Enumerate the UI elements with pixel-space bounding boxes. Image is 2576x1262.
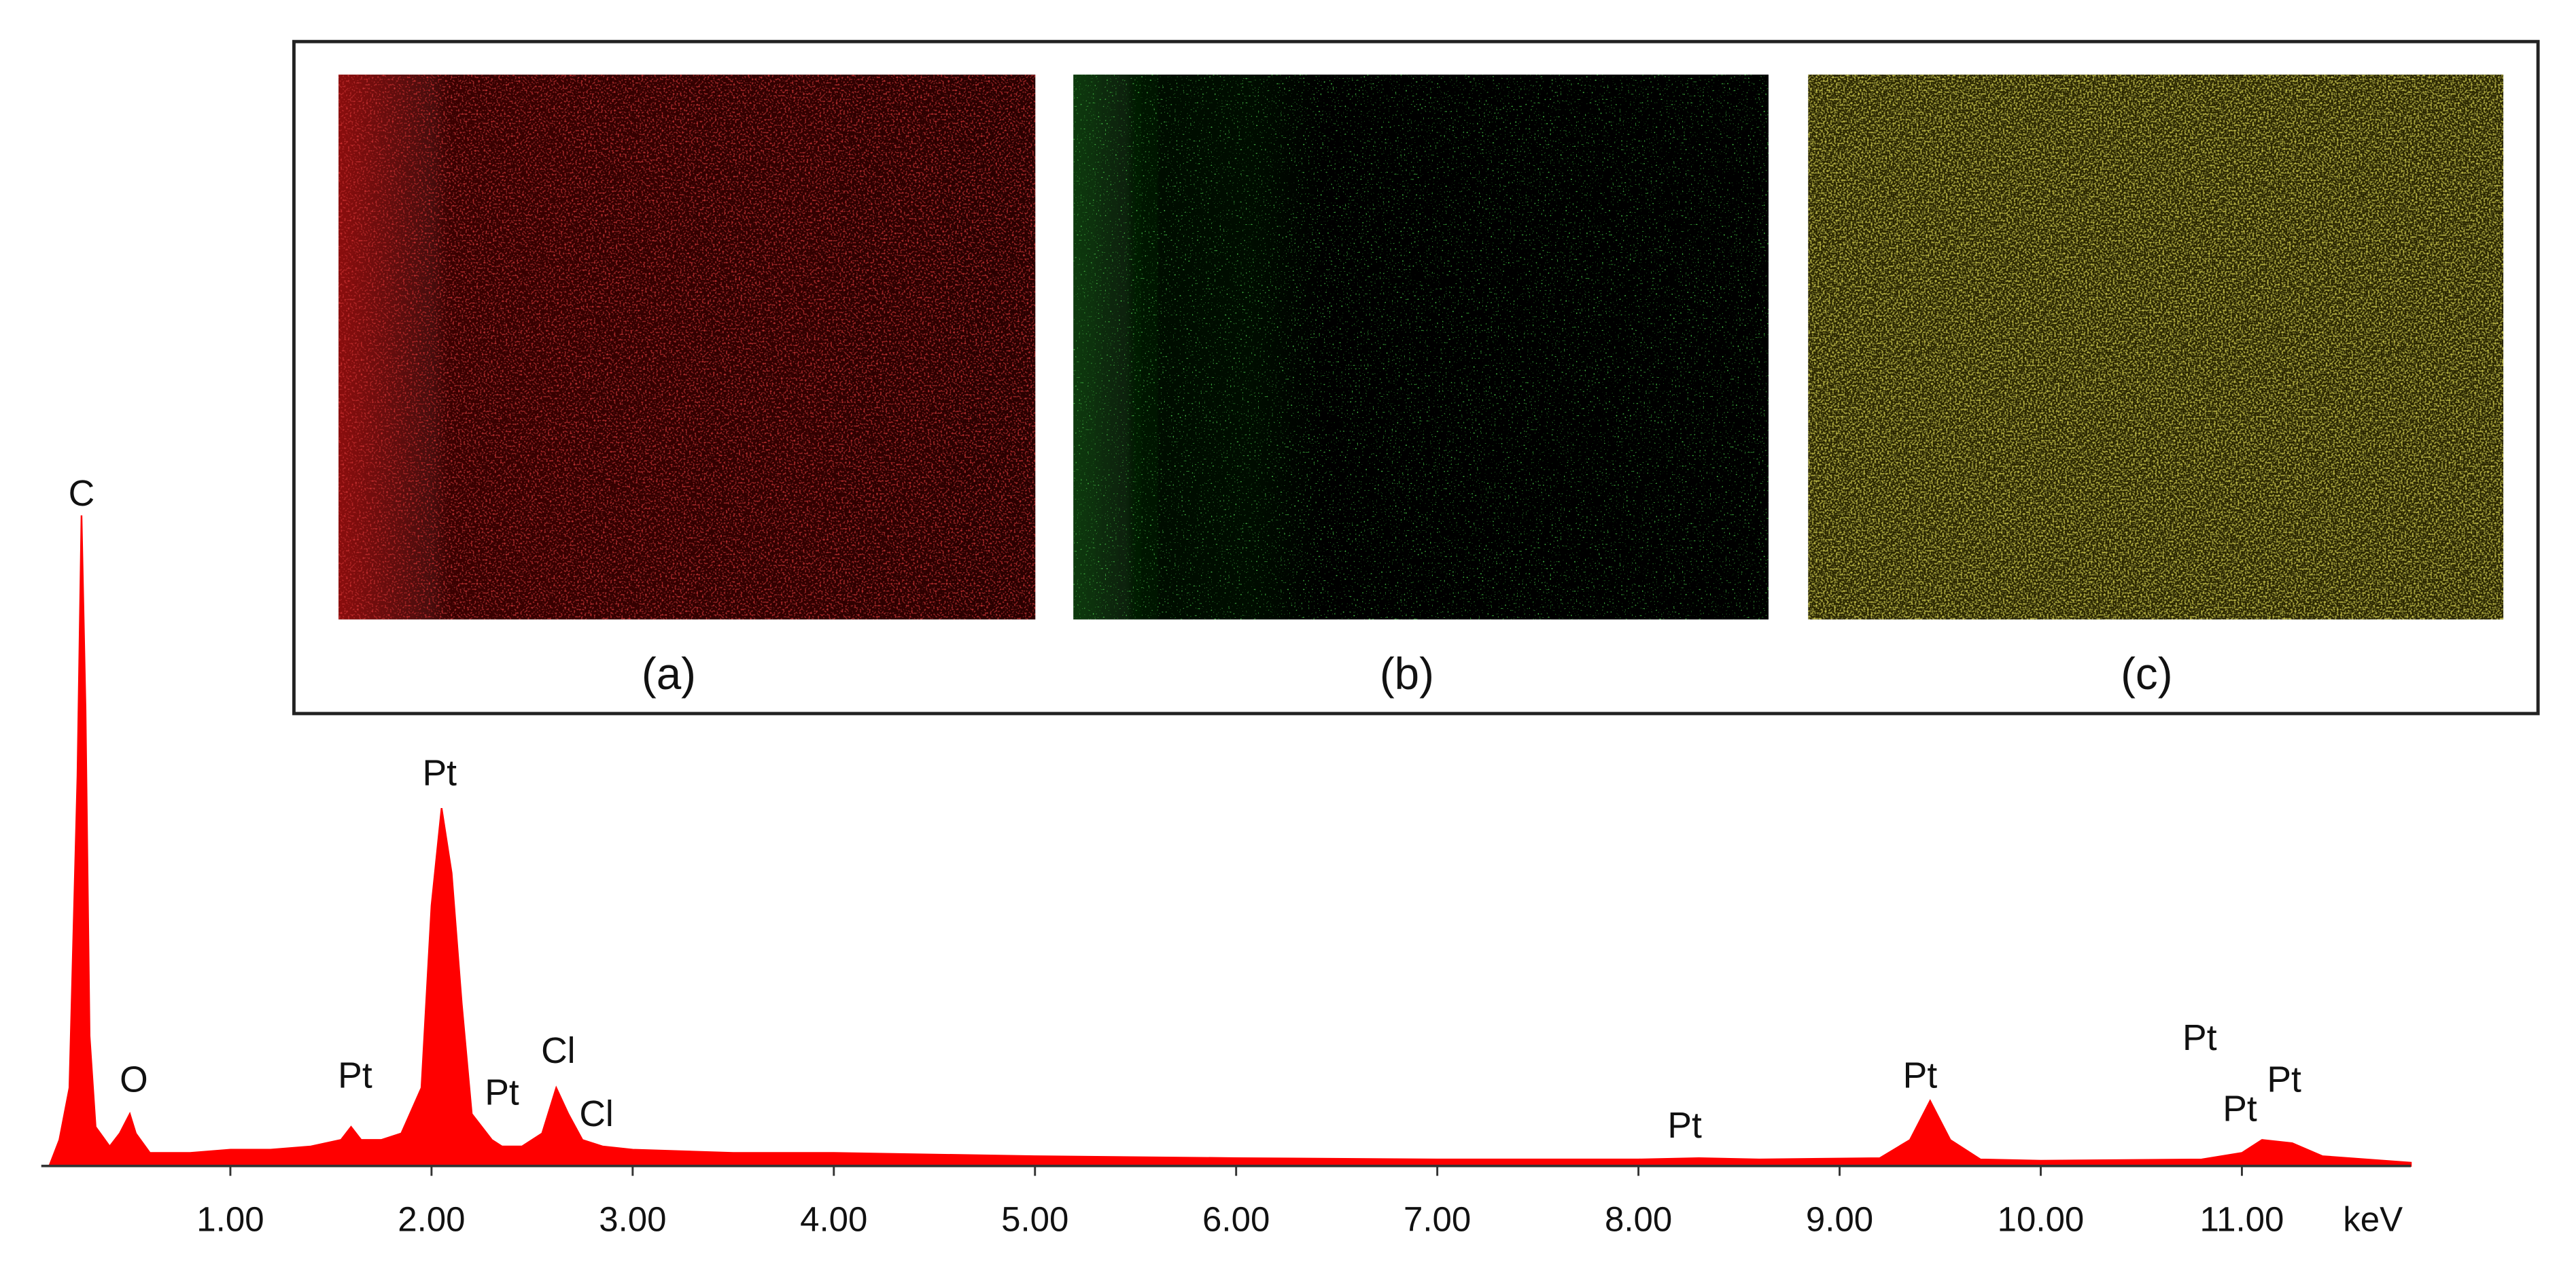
x-tick-label: 8.00 (1605, 1200, 1672, 1239)
x-tick-label: 9.00 (1806, 1200, 1873, 1239)
x-tick-label: 6.00 (1202, 1200, 1270, 1239)
peak-label: Cl (541, 1031, 575, 1071)
peak-label: Pt (1667, 1106, 1702, 1146)
spectrum (48, 515, 2412, 1167)
x-tick-label: 4.00 (800, 1200, 867, 1239)
inset-caption: (c) (2121, 649, 2172, 699)
x-tick-label: 2.00 (398, 1200, 465, 1239)
map-image (1808, 74, 2504, 620)
peak-label: O (120, 1059, 148, 1100)
peak-label: Pt (2267, 1059, 2301, 1100)
inset-caption: (b) (1380, 649, 1434, 699)
peak-label: Pt (485, 1072, 519, 1112)
x-tick-label: 1.00 (196, 1200, 264, 1239)
peak-label: Pt (2182, 1018, 2217, 1058)
x-tick-label: 7.00 (1404, 1200, 1471, 1239)
x-axis-label: keV (2343, 1200, 2403, 1239)
x-tick-label: 3.00 (599, 1200, 666, 1239)
map-image (1073, 74, 1769, 620)
peak-label: Pt (1903, 1056, 1938, 1096)
peak-label: Pt (338, 1056, 372, 1096)
peak-label: Pt (2223, 1089, 2257, 1129)
x-tick-label: 5.00 (1001, 1200, 1068, 1239)
peak-label: Cl (579, 1094, 613, 1134)
peak-label: C (69, 474, 95, 514)
peak-label: Pt (422, 753, 457, 793)
x-tick-label: 11.00 (2200, 1200, 2284, 1239)
inset-caption: (a) (642, 649, 696, 699)
x-tick-label: 10.00 (1998, 1200, 2085, 1239)
map-image (338, 74, 1036, 620)
